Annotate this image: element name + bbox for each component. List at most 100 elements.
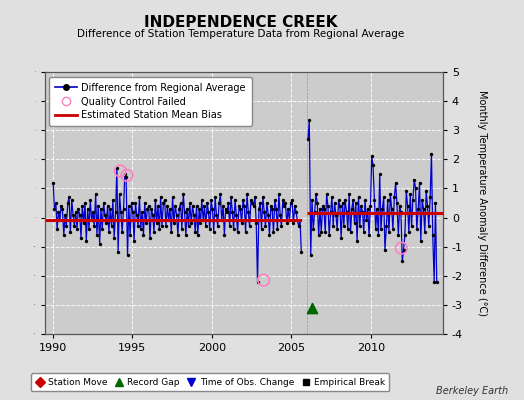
Point	[60, 232, 68, 238]
Point	[358, 208, 367, 215]
Point	[426, 194, 434, 200]
Point	[167, 229, 176, 235]
Point	[113, 165, 121, 171]
Point	[377, 226, 385, 232]
Point	[83, 206, 92, 212]
Point	[73, 226, 81, 232]
Point	[362, 217, 370, 224]
Point	[116, 168, 124, 174]
Point	[385, 229, 393, 235]
Point	[296, 217, 304, 224]
Point	[287, 200, 295, 206]
Point	[260, 208, 268, 215]
Point	[337, 235, 345, 241]
Point	[110, 235, 118, 241]
Point	[418, 197, 427, 203]
Point	[275, 191, 283, 198]
Point	[430, 278, 439, 285]
Point	[374, 232, 383, 238]
Point	[244, 208, 253, 215]
Point	[432, 278, 441, 285]
Point	[235, 203, 243, 209]
Point	[297, 249, 305, 256]
Point	[322, 191, 331, 198]
Point	[196, 220, 205, 226]
Point	[162, 223, 170, 230]
Point	[263, 200, 271, 206]
Point	[233, 229, 242, 235]
Point	[422, 188, 430, 194]
Point	[65, 194, 73, 200]
Point	[122, 174, 130, 180]
Point	[195, 206, 203, 212]
Point	[402, 188, 410, 194]
Point	[372, 226, 380, 232]
Point	[242, 229, 250, 235]
Point	[138, 208, 146, 215]
Point	[119, 206, 128, 212]
Point	[391, 180, 400, 186]
Point	[240, 203, 248, 209]
Legend: Station Move, Record Gap, Time of Obs. Change, Empirical Break: Station Move, Record Gap, Time of Obs. C…	[31, 374, 389, 392]
Point	[389, 226, 397, 232]
Point	[247, 197, 255, 203]
Point	[399, 246, 408, 253]
Point	[142, 220, 150, 226]
Point	[279, 197, 287, 203]
Point	[222, 206, 230, 212]
Point	[232, 212, 241, 218]
Point	[312, 191, 320, 198]
Point	[381, 246, 389, 253]
Point	[257, 226, 266, 232]
Point	[208, 206, 216, 212]
Point	[90, 223, 99, 230]
Point	[190, 212, 198, 218]
Point	[81, 200, 89, 206]
Point	[354, 194, 363, 200]
Point	[105, 229, 113, 235]
Point	[89, 208, 97, 215]
Point	[267, 203, 275, 209]
Point	[103, 203, 112, 209]
Point	[101, 212, 109, 218]
Point	[307, 252, 315, 258]
Point	[316, 206, 324, 212]
Point	[224, 200, 233, 206]
Point	[366, 203, 375, 209]
Point	[394, 232, 402, 238]
Point	[177, 200, 185, 206]
Point	[173, 232, 182, 238]
Point	[85, 226, 93, 232]
Point	[410, 176, 419, 183]
Point	[325, 232, 333, 238]
Point	[107, 223, 116, 230]
Point	[227, 194, 235, 200]
Point	[397, 208, 405, 215]
Point	[411, 185, 420, 192]
Point	[77, 235, 85, 241]
Point	[216, 191, 225, 198]
Point	[204, 208, 213, 215]
Point	[265, 232, 274, 238]
Point	[390, 194, 399, 200]
Point	[199, 217, 208, 224]
Point	[155, 226, 163, 232]
Point	[115, 191, 124, 198]
Point	[94, 203, 102, 209]
Point	[351, 220, 359, 226]
Point	[277, 223, 286, 230]
Point	[357, 203, 365, 209]
Point	[406, 191, 414, 198]
Point	[293, 217, 301, 224]
Point	[349, 197, 357, 203]
Point	[282, 220, 291, 226]
Point	[170, 220, 178, 226]
Point	[58, 206, 67, 212]
Point	[269, 229, 278, 235]
Point	[137, 226, 145, 232]
Point	[50, 206, 59, 212]
Point	[245, 223, 254, 230]
Point	[114, 249, 122, 256]
Point	[407, 223, 416, 230]
Point	[379, 194, 388, 200]
